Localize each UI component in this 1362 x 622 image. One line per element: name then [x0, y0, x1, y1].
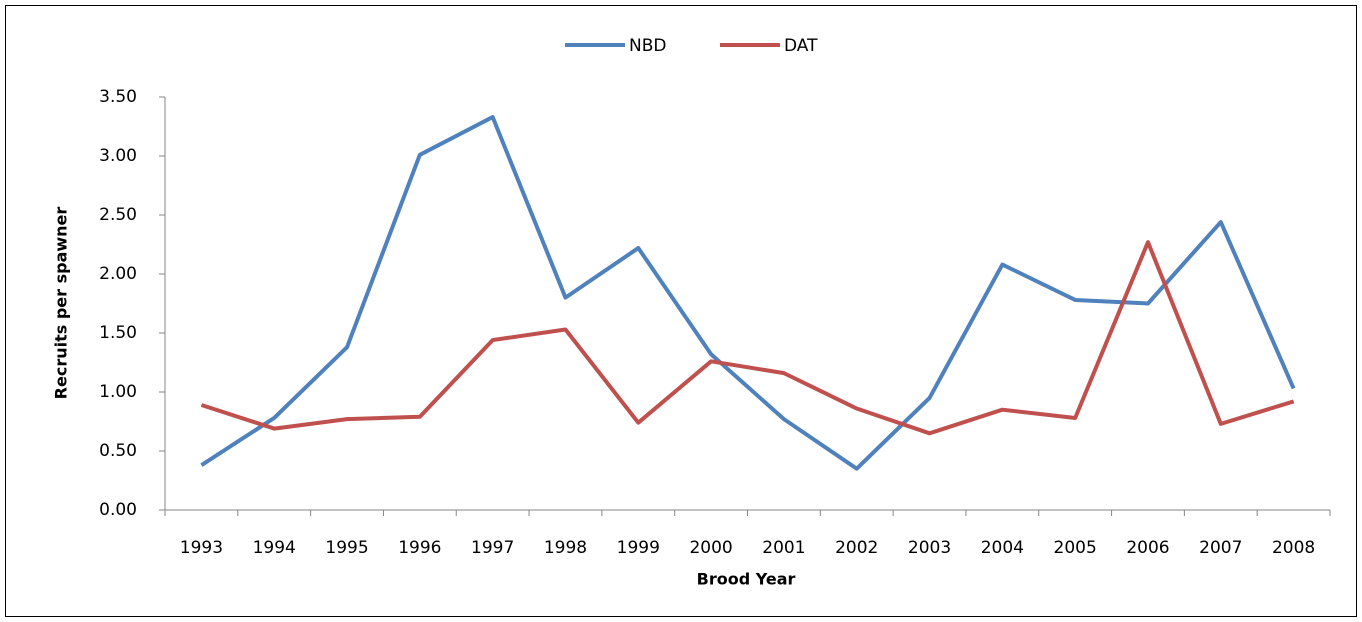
x-tick-label: 2003: [908, 538, 951, 558]
y-tick-label: 3.50: [99, 87, 137, 107]
y-tick-label: 0.00: [99, 500, 137, 520]
x-tick-label: 2005: [1054, 538, 1097, 558]
series-line: [200, 240, 1295, 436]
y-tick-label: 1.00: [99, 382, 137, 402]
x-tick-label: 1997: [471, 538, 514, 558]
y-tick-label: 2.00: [99, 264, 137, 284]
series-line: [200, 115, 1296, 471]
x-tick-label: 2008: [1272, 538, 1315, 558]
x-tick-label: 2000: [689, 538, 732, 558]
y-axis-title: Recruits per spawner: [52, 207, 71, 400]
y-tick-label: 2.50: [99, 205, 137, 225]
x-axis-title: Brood Year: [697, 570, 796, 589]
x-tick-label: 1998: [544, 538, 587, 558]
y-tick-label: 0.50: [99, 441, 137, 461]
x-tick-label: 1995: [325, 538, 368, 558]
x-tick-label: 2006: [1126, 538, 1169, 558]
y-tick-label: 1.50: [99, 323, 137, 343]
legend-label: DAT: [784, 36, 818, 56]
chart-border: [5, 5, 1357, 617]
x-tick-label: 1999: [617, 538, 660, 558]
x-tick-label: 1996: [398, 538, 441, 558]
x-tick-label: 2004: [981, 538, 1024, 558]
y-tick-label: 3.00: [99, 146, 137, 166]
x-tick-label: 1993: [180, 538, 223, 558]
x-tick-label: 2007: [1199, 538, 1242, 558]
x-tick-label: 1994: [253, 538, 296, 558]
x-tick-label: 2002: [835, 538, 878, 558]
x-tick-label: 2001: [762, 538, 805, 558]
legend-label: NBD: [629, 36, 666, 56]
